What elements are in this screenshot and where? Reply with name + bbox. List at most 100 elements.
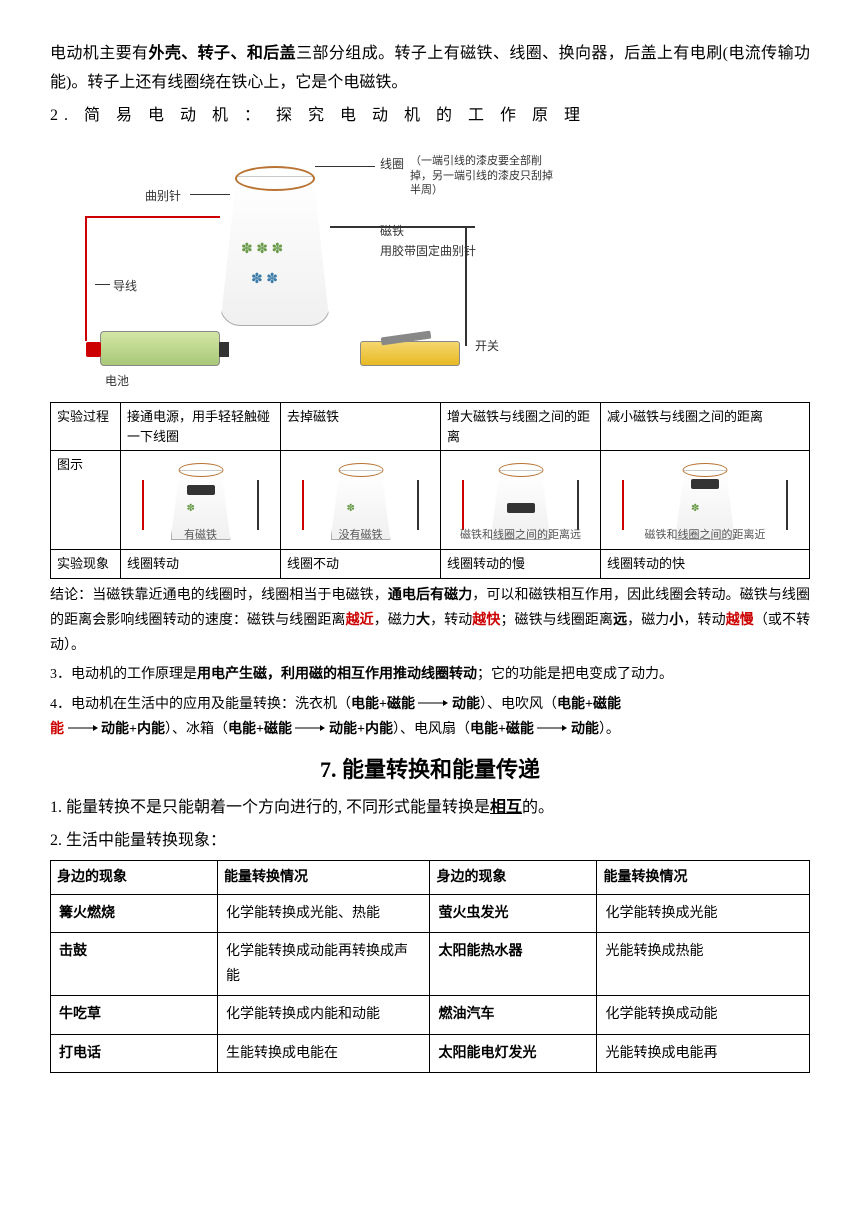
text: ）、电风扇（ (393, 722, 470, 737)
section7-p1: 1. 能量转换不是只能朝着一个方向进行的, 不同形式能量转换是相互的。 (50, 794, 810, 823)
bold-text: 电能+磁能 (470, 722, 534, 737)
thumb: 磁铁和线圈之间的距离远 (447, 455, 594, 545)
bold-text: 电能+磁能 (351, 697, 415, 712)
cell: 去掉磁铁 (281, 403, 441, 451)
cell: 实验过程 (51, 403, 121, 451)
header-cell: 能量转换情况 (217, 860, 430, 894)
thumb: 有磁铁 (127, 455, 274, 545)
cell: 增大磁铁与线圈之间的距离 (441, 403, 601, 451)
text: 电动机主要有 (50, 45, 148, 62)
cell: 化学能转换成动能再转换成声能 (217, 932, 430, 995)
header-cell: 能量转换情况 (597, 860, 810, 894)
label-coil-note: （一端引线的漆皮要全部削掉，另一端引线的漆皮只刮掉半周） (410, 154, 560, 197)
text: ，转动 (430, 613, 472, 628)
text: 4．电动机在生活中的应用及能量转换：洗衣机（ (50, 697, 351, 712)
cell: 生能转换成电能在 (217, 1034, 430, 1072)
cell: 光能转换成电能再 (597, 1034, 810, 1072)
text: 3．电动机的工作原理是 (50, 667, 197, 682)
cell: 化学能转换成光能、热能 (217, 894, 430, 932)
wire (85, 216, 87, 341)
bold-text: 外壳、转子、和后盖 (148, 45, 296, 62)
arrow-icon (295, 717, 325, 742)
label-switch: 开关 (475, 336, 499, 358)
label-line (190, 194, 230, 195)
text: ，磁力 (627, 613, 669, 628)
label-battery: 电池 (105, 371, 129, 393)
cell: 有磁铁 (121, 451, 281, 550)
intro-p1: 电动机主要有外壳、转子、和后盖三部分组成。转子上有磁铁、线圈、换向器，后盖上有电… (50, 40, 810, 98)
bold-text: 动能 (571, 722, 599, 737)
arrow-icon (68, 717, 98, 742)
cell: 化学能转换成动能 (597, 996, 810, 1034)
cell: 牛吃草 (51, 996, 218, 1034)
cell: 化学能转换成内能和动能 (217, 996, 430, 1034)
label-wire: 导线 (113, 276, 137, 298)
cell: 没有磁铁 (281, 451, 441, 550)
battery-shape (100, 331, 220, 366)
thumb: 磁铁和线圈之间的距离近 (607, 455, 803, 545)
table-row: 打电话 生能转换成电能在 太阳能电灯发光 光能转换成电能再 (51, 1034, 810, 1072)
label-magnet: 磁铁 (380, 221, 404, 243)
thumb-caption: 磁铁和线圈之间的距离近 (607, 527, 803, 544)
text: ，转动 (683, 613, 725, 628)
cell: 化学能转换成光能 (597, 894, 810, 932)
label-tape: 用胶带固定曲别针 (380, 241, 476, 263)
text: 的。 (522, 799, 554, 816)
energy-table: 身边的现象 能量转换情况 身边的现象 能量转换情况 篝火燃烧 化学能转换成光能、… (50, 860, 810, 1073)
bold-text: 远 (613, 613, 627, 628)
thumb-caption: 磁铁和线圈之间的距离远 (447, 527, 594, 544)
label-line (95, 284, 110, 285)
text: ）、电吹风（ (480, 697, 557, 712)
bold-text: 小 (669, 613, 683, 628)
thumb-caption: 有磁铁 (127, 527, 274, 544)
text: 1. 能量转换不是只能朝着一个方向进行的, 不同形式能量转换是 (50, 799, 490, 816)
label-line (315, 166, 375, 167)
label-coil: 线圈 (380, 154, 404, 176)
arrow-icon (418, 692, 448, 717)
conclusion: 结论：当磁铁靠近通电的线圈时，线圈相当于电磁铁，通电后有磁力，可以和磁铁相互作用… (50, 583, 810, 659)
wire (85, 216, 220, 218)
cell: 光能转换成热能 (597, 932, 810, 995)
cell: 接通电源，用手轻轻触碰一下线圈 (121, 403, 281, 451)
table-row: 击鼓 化学能转换成动能再转换成声能 太阳能热水器 光能转换成热能 (51, 932, 810, 995)
cell: 实验现象 (51, 550, 121, 579)
bold-red: 越慢 (726, 613, 754, 628)
point-3: 3．电动机的工作原理是用电产生磁，利用磁的相互作用推动线圈转动；它的功能是把电变… (50, 662, 810, 687)
thumb: 没有磁铁 (287, 455, 434, 545)
cell: 线圈转动的慢 (441, 550, 601, 579)
bold-underline: 相互 (490, 799, 522, 816)
table-row: 牛吃草 化学能转换成内能和动能 燃油汽车 化学能转换成动能 (51, 996, 810, 1034)
cell: 击鼓 (51, 932, 218, 995)
section-7-title: 7. 能量转换和能量传递 (50, 750, 810, 790)
bold-text: 大 (416, 613, 430, 628)
bold-red: 越快 (472, 613, 500, 628)
text: ；磁铁与线圈距离 (500, 613, 613, 628)
cell: 减小磁铁与线圈之间的距离 (601, 403, 810, 451)
text: ）、冰箱（ (165, 722, 228, 737)
bold-text: 电能+磁能 (557, 697, 621, 712)
cell: 磁铁和线圈之间的距离远 (441, 451, 601, 550)
cell: 线圈转动 (121, 550, 281, 579)
section7-p2: 2. 生活中能量转换现象： (50, 827, 810, 856)
arrow-icon (537, 717, 567, 742)
bold-text: 用电产生磁，利用磁的相互作用推动线圈转动 (197, 667, 477, 682)
experiment-table: 实验过程 接通电源，用手轻轻触碰一下线圈 去掉磁铁 增大磁铁与线圈之间的距离 减… (50, 402, 810, 579)
header-cell: 身边的现象 (430, 860, 597, 894)
bold-text: 电能+磁能 (228, 722, 292, 737)
table-row: 实验现象 线圈转动 线圈不动 线圈转动的慢 线圈转动的快 (51, 550, 810, 579)
text: ，磁力 (374, 613, 416, 628)
table-row: 图示 有磁铁 没有磁铁 磁铁和线圈之间的距离远 磁铁和线圈之间的距离近 (51, 451, 810, 550)
bold-text: 动能+内能 (329, 722, 393, 737)
thumb-caption: 没有磁铁 (287, 527, 434, 544)
bold-text: 动能+内能 (101, 722, 165, 737)
text: ；它的功能是把电变成了动力。 (477, 667, 673, 682)
bold-text: 通电后有磁力 (388, 588, 472, 603)
switch-shape (360, 341, 460, 366)
cell: 线圈转动的快 (601, 550, 810, 579)
bold-red: 越近 (346, 613, 374, 628)
motor-diagram: 曲别针 线圈 （一端引线的漆皮要全部削掉，另一端引线的漆皮只刮掉半周） 磁铁 用… (50, 136, 570, 396)
point-4: 4．电动机在生活中的应用及能量转换：洗衣机（电能+磁能 动能）、电吹风（电能+磁… (50, 692, 810, 743)
cell: 打电话 (51, 1034, 218, 1072)
cell: 燃油汽车 (430, 996, 597, 1034)
cell: 线圈不动 (281, 550, 441, 579)
